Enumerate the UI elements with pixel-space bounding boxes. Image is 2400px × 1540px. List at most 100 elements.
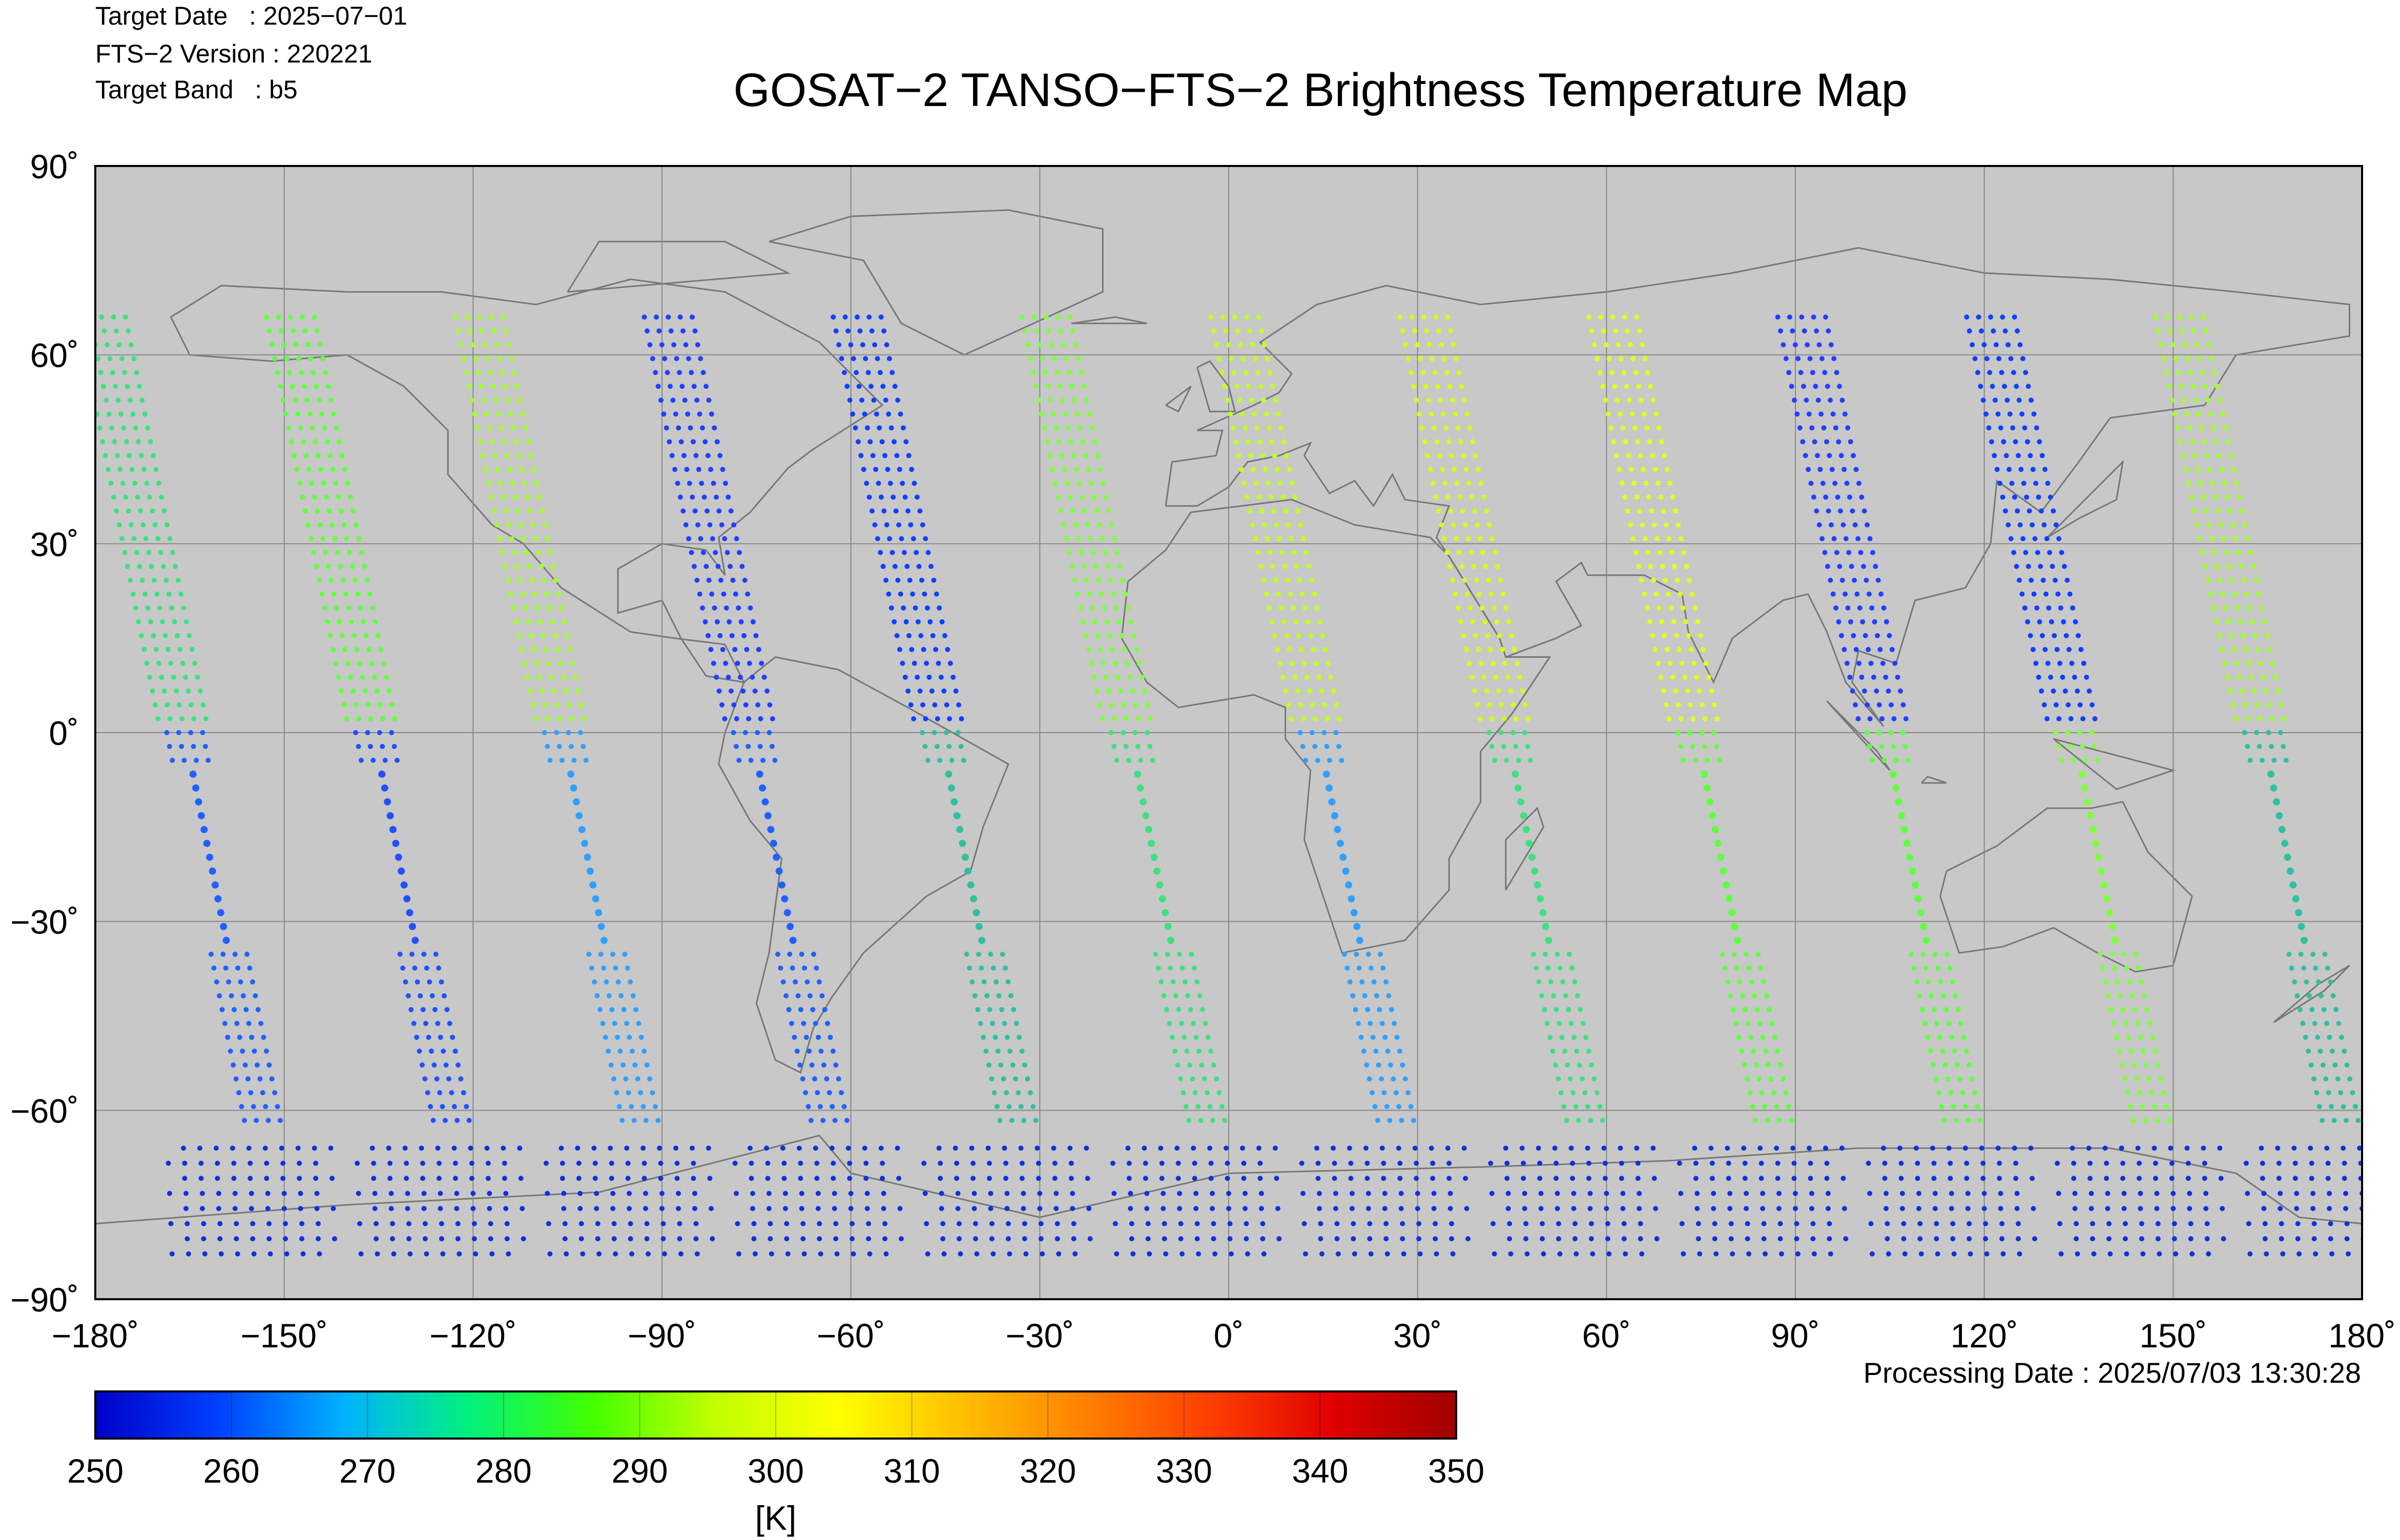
observation-point [1620,425,1626,431]
observation-point [1261,342,1267,347]
observation-point [1765,1118,1770,1123]
observation-point [1920,951,1926,957]
observation-point [1630,536,1636,542]
observation-point [2341,1146,2346,1151]
observation-point [1850,688,1855,694]
observation-point [1019,314,1025,320]
observation-point [1629,411,1635,417]
observation-point [1690,744,1695,749]
observation-point [150,508,155,514]
observation-point [170,550,175,555]
observation-point [247,1176,253,1181]
observation-point [939,619,945,625]
observation-point [566,702,572,707]
observation-point [1932,1191,1938,1196]
observation-point [237,1034,242,1040]
observation-point [866,494,872,500]
observation-point [612,1021,617,1026]
observation-point [2009,481,2015,486]
observation-point [1659,439,1664,445]
observation-point [716,688,722,694]
observation-point [518,1176,524,1181]
observation-point [1968,1251,1973,1257]
observation-point [784,1236,790,1241]
observation-point [1620,1206,1626,1211]
observation-point [1079,550,1084,555]
observation-point [328,398,334,403]
observation-point [303,453,309,459]
observation-point [1766,1062,1771,1068]
observation-point [1469,674,1475,680]
observation-point [1274,1176,1279,1181]
observation-point [872,342,878,347]
observation-point [1892,784,1900,792]
observation-point [154,591,160,597]
observation-point [1641,467,1646,472]
observation-point [1084,398,1089,403]
observation-point [2057,1221,2063,1226]
observation-point [2078,771,2086,778]
observation-point [1967,328,1972,334]
observation-point [1805,342,1810,347]
observation-point [509,536,514,542]
observation-point [1439,522,1444,528]
observation-point [1658,494,1664,500]
observation-point [1692,605,1698,611]
observation-point [1126,1160,1132,1166]
observation-point [168,660,174,666]
observation-point [765,1176,771,1181]
observation-point [1935,1251,1940,1257]
observation-point [1278,425,1284,431]
observation-point [787,923,794,930]
observation-point [1839,577,1845,583]
observation-point [355,591,361,597]
observation-point [1040,356,1045,361]
observation-point [458,1076,464,1081]
observation-point [616,1104,622,1109]
observation-point [1977,1118,1983,1123]
observation-point [736,758,742,763]
observation-point [424,1251,429,1257]
orbit-track [1019,314,1282,1257]
observation-point [408,923,416,930]
observation-point [1983,411,1989,417]
observation-point [847,398,853,403]
observation-point [706,1146,711,1151]
observation-point [1083,453,1088,459]
observation-point [698,536,704,542]
observation-point [1293,619,1299,625]
observation-point [2105,993,2111,998]
observation-point [1226,342,1231,347]
observation-point [197,1146,202,1151]
observation-point [2203,1191,2209,1196]
observation-point [850,411,856,417]
observation-point [1456,370,1462,376]
observation-point [1980,398,1986,403]
observation-point [653,370,658,376]
observation-point [1895,674,1900,680]
observation-point [2045,660,2051,666]
observation-point [1537,895,1544,903]
observation-point [690,314,695,320]
observation-point [2095,758,2100,763]
observation-point [1440,411,1446,417]
observation-point [217,1236,223,1241]
observation-point [1135,744,1141,749]
observation-point [2084,674,2089,680]
observation-point [1855,716,1861,721]
observation-point [1922,937,1930,944]
observation-point [516,633,522,638]
observation-point [1687,577,1692,583]
observation-point [157,605,162,611]
observation-point [468,1146,473,1151]
observation-point [161,564,166,569]
observation-point [1675,730,1681,735]
observation-point [1277,481,1283,486]
observation-point [357,1221,363,1226]
observation-point [2040,633,2045,638]
observation-point [2217,453,2222,459]
observation-point [261,1034,266,1040]
observation-point [752,1251,758,1257]
observation-point [1852,577,1857,583]
observation-point [1573,1104,1579,1109]
